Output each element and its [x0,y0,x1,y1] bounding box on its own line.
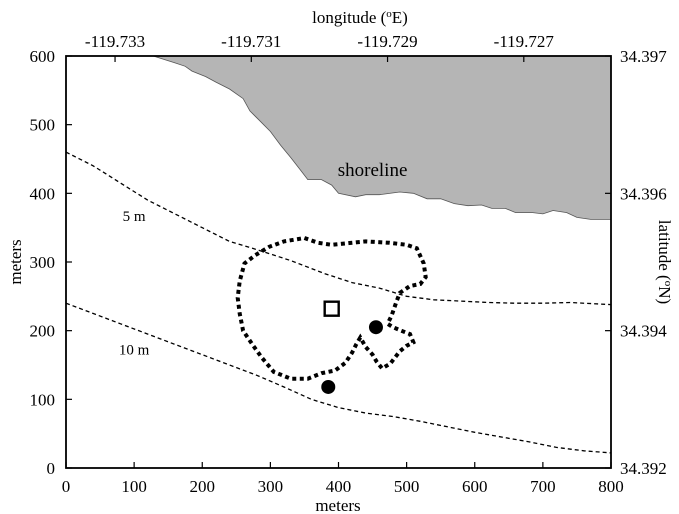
x-tick-label: 700 [530,477,556,496]
x-tick-label: 500 [394,477,420,496]
x-tick-label: 100 [121,477,147,496]
longitude-tick-label: -119.733 [85,32,145,51]
y-tick-label: 600 [30,47,56,66]
x-tick-label: 200 [190,477,216,496]
x-tick-label: 800 [598,477,624,496]
x-axis-ticks: 0 100 200 300 400 500 600 700 800 [62,462,624,496]
contour-10m-line [66,302,611,454]
longitude-tick-label: -119.727 [494,32,555,51]
contour-label-5m: 5 m [123,209,146,225]
latitude-axis-title: latitude (oN) [655,220,674,304]
longitude-tick-label: -119.729 [357,32,417,51]
latitude-tick-label: 34.397 [620,47,667,66]
contour-label-10m: 10 m [119,343,150,359]
x-tick-label: 400 [326,477,352,496]
x-tick-label: 300 [258,477,284,496]
x-axis-title: meters [315,496,360,514]
latitude-axis-ticks: 34.392 34.394 34.396 34.397 [605,47,667,478]
shoreline-land [153,56,611,220]
circle-marker [368,320,383,335]
y-tick-label: 400 [30,184,56,203]
y-tick-label: 100 [30,390,56,409]
latitude-tick-label: 34.396 [620,184,667,203]
shoreline-edge [153,56,611,220]
latitude-tick-label: 34.394 [620,322,667,341]
square-marker [323,300,340,317]
contour-5m-line [66,151,611,306]
longitude-axis-title: longitude (oE) [312,8,408,27]
study-area-outline [235,235,428,381]
latitude-tick-label: 34.392 [620,459,667,478]
circle-marker [321,379,336,394]
y-axis-title: meters [6,239,25,284]
x-tick-label: 600 [462,477,488,496]
y-tick-label: 500 [30,116,56,135]
y-tick-label: 200 [30,322,56,341]
x-tick-label: 0 [62,477,71,496]
longitude-axis-ticks: -119.733 -119.731 -119.729 -119.727 [85,32,555,62]
longitude-tick-label: -119.731 [221,32,281,51]
y-tick-label: 0 [47,459,56,478]
shoreline-label: shoreline [338,160,408,181]
y-tick-label: 300 [30,253,56,272]
y-axis-ticks: 0 100 200 300 400 500 600 [30,47,72,478]
